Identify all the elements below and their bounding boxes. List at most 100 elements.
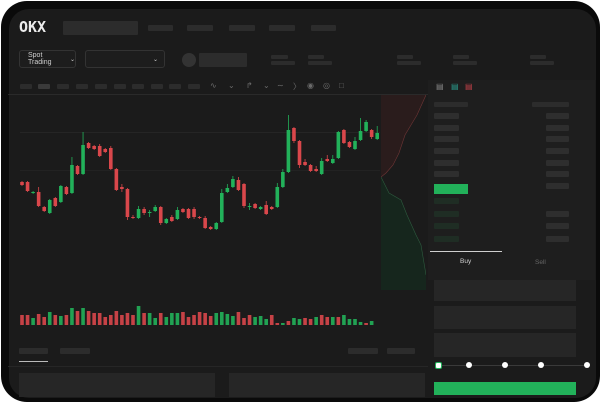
volume-bar bbox=[325, 317, 330, 325]
tab-sell[interactable]: Sell bbox=[535, 259, 546, 266]
chevron-down-icon[interactable]: ⌄ bbox=[263, 81, 270, 90]
nav-item[interactable] bbox=[187, 25, 213, 31]
volume-bar bbox=[303, 318, 307, 325]
volume-bar bbox=[208, 316, 213, 325]
volume-bar bbox=[308, 319, 313, 325]
tab-buy[interactable]: Buy bbox=[460, 258, 472, 265]
indicator-icon[interactable]: ∿ bbox=[210, 81, 217, 90]
timeframe-button[interactable] bbox=[76, 84, 88, 89]
candle bbox=[114, 169, 119, 190]
slider-step[interactable] bbox=[584, 362, 590, 368]
volume-bar bbox=[353, 319, 357, 325]
candle bbox=[242, 184, 246, 206]
stat-value bbox=[530, 61, 554, 65]
bids-only-icon[interactable]: ▤ bbox=[451, 82, 459, 91]
candle bbox=[97, 146, 102, 156]
timeframe-button[interactable] bbox=[20, 84, 32, 89]
volume-bar bbox=[136, 306, 141, 325]
candle bbox=[214, 223, 219, 229]
volume-bar bbox=[347, 319, 352, 325]
slider-step[interactable] bbox=[538, 362, 544, 368]
timeframe-button[interactable] bbox=[57, 84, 69, 89]
slider-track[interactable] bbox=[438, 365, 587, 366]
bottom-action[interactable] bbox=[387, 348, 415, 354]
volume-bar bbox=[59, 316, 63, 325]
bottom-action[interactable] bbox=[348, 348, 378, 354]
candle bbox=[275, 187, 280, 207]
candle bbox=[375, 133, 379, 139]
candle bbox=[70, 165, 74, 193]
timeframe-button[interactable] bbox=[132, 84, 144, 89]
stat-value bbox=[271, 61, 295, 65]
timeframe-button[interactable] bbox=[188, 84, 200, 89]
settings-icon[interactable]: ◎ bbox=[323, 81, 330, 90]
volume-bar bbox=[331, 317, 335, 325]
candle bbox=[342, 130, 346, 143]
nav-item[interactable] bbox=[269, 25, 295, 31]
candle bbox=[253, 204, 257, 208]
stat-value bbox=[308, 61, 332, 65]
candle bbox=[109, 148, 113, 169]
slider-step[interactable] bbox=[466, 362, 472, 368]
chevron-down-icon[interactable]: ⌄ bbox=[228, 81, 235, 90]
candle bbox=[92, 146, 96, 149]
timeframe-button[interactable] bbox=[151, 84, 163, 89]
drawing-icon[interactable]: ↱ bbox=[246, 81, 253, 90]
total-input[interactable] bbox=[434, 333, 576, 357]
nav-item[interactable] bbox=[311, 25, 336, 31]
candle bbox=[247, 206, 252, 207]
asks-only-icon[interactable]: ▤ bbox=[465, 82, 473, 91]
tab-history[interactable] bbox=[60, 348, 90, 354]
stat-value bbox=[453, 61, 477, 65]
last-price bbox=[434, 184, 468, 194]
fullscreen-icon[interactable]: □ bbox=[339, 81, 344, 90]
amount-input[interactable] bbox=[434, 306, 576, 329]
candle bbox=[297, 141, 302, 165]
gridline bbox=[20, 170, 380, 171]
depth-bids-area bbox=[381, 177, 426, 290]
bid-size bbox=[546, 223, 569, 229]
slider-step[interactable] bbox=[502, 362, 508, 368]
candle bbox=[353, 141, 357, 149]
volume-bar bbox=[120, 315, 124, 325]
camera-icon[interactable]: ◉ bbox=[307, 81, 314, 90]
candle bbox=[319, 161, 324, 174]
buy-button[interactable] bbox=[434, 382, 576, 395]
candle bbox=[53, 198, 58, 206]
timeframe-button[interactable] bbox=[38, 84, 50, 89]
nav-item[interactable] bbox=[229, 25, 255, 31]
volume-bar bbox=[192, 315, 196, 325]
okx-logo[interactable]: OKX bbox=[19, 18, 47, 36]
timeframe-button[interactable] bbox=[95, 84, 107, 89]
chevron-down-icon: ⌄ bbox=[152, 56, 158, 63]
candle bbox=[142, 209, 146, 213]
nav-item[interactable] bbox=[148, 25, 173, 31]
line-icon[interactable]: ∼ bbox=[277, 81, 284, 90]
volume-bar bbox=[164, 317, 169, 325]
tab-open-orders[interactable] bbox=[19, 348, 48, 354]
timeframe-button[interactable] bbox=[169, 84, 181, 89]
volume-bar bbox=[231, 316, 235, 325]
bottom-panel bbox=[19, 373, 215, 397]
volume-bar bbox=[214, 313, 219, 325]
active-tab-indicator bbox=[430, 251, 502, 252]
volume-bar bbox=[358, 322, 363, 325]
search-bar[interactable] bbox=[63, 21, 138, 35]
slider-handle[interactable] bbox=[435, 362, 442, 369]
volume-bar bbox=[253, 317, 257, 325]
volume-bar bbox=[297, 319, 302, 325]
timeframe-button[interactable] bbox=[114, 84, 126, 89]
volume-bar bbox=[314, 317, 318, 325]
stat-label bbox=[271, 55, 288, 59]
candle bbox=[369, 130, 374, 137]
market-type-select[interactable]: Spot Trading ⌄ bbox=[19, 50, 76, 68]
ruler-icon[interactable]: 〉 bbox=[293, 82, 301, 91]
pair-select[interactable]: ⌄ bbox=[85, 50, 165, 68]
candle bbox=[192, 209, 196, 217]
price-input[interactable] bbox=[434, 280, 576, 301]
candle bbox=[231, 179, 235, 187]
both-sides-icon[interactable]: ▤ bbox=[436, 82, 444, 91]
volume-bar bbox=[86, 311, 91, 325]
volume-bar bbox=[142, 313, 146, 325]
